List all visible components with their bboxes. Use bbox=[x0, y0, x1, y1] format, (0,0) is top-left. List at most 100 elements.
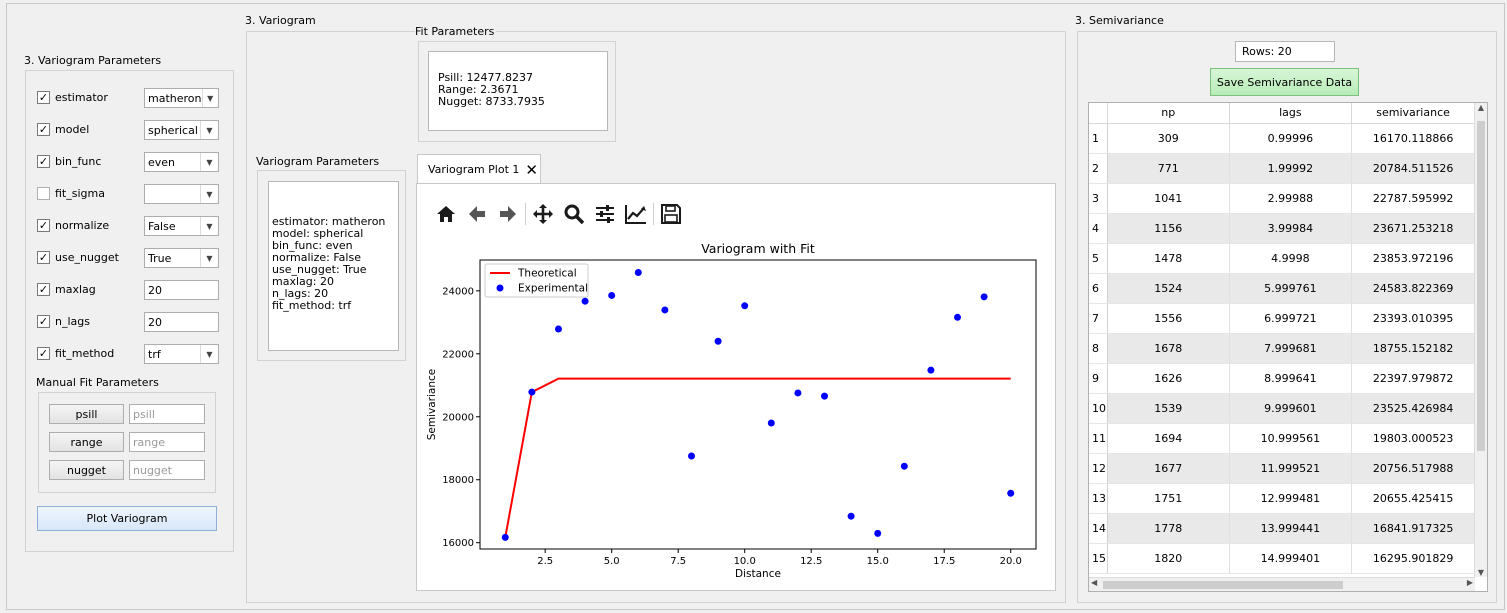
row-header[interactable]: 12 bbox=[1089, 453, 1108, 484]
table-row[interactable]: 4 1156 3.99984 23671.253218 bbox=[1089, 213, 1475, 244]
scroll-right-icon[interactable]: ▶ bbox=[1466, 578, 1473, 587]
row-header[interactable]: 8 bbox=[1089, 333, 1108, 364]
experimental-point bbox=[581, 297, 589, 305]
tab-variogram-plot-1[interactable]: Variogram Plot 1 ✕ bbox=[417, 154, 541, 184]
column-header-semivariance[interactable]: semivariance bbox=[1351, 103, 1475, 124]
psill-button[interactable]: psill bbox=[49, 404, 124, 424]
x-tick-label: 12.5 bbox=[800, 556, 822, 567]
table-row[interactable]: 11 1694 10.999561 19803.000523 bbox=[1089, 423, 1475, 454]
model-select[interactable]: spherical ▼ bbox=[144, 120, 219, 140]
range-input[interactable]: range bbox=[129, 432, 205, 452]
row-header[interactable]: 7 bbox=[1089, 303, 1108, 334]
close-icon[interactable]: ✕ bbox=[525, 160, 538, 179]
estimator-select[interactable]: matheron ▼ bbox=[144, 88, 219, 108]
table-row[interactable]: 6 1524 5.999761 24583.822369 bbox=[1089, 273, 1475, 304]
scroll-up-icon[interactable]: ▲ bbox=[1477, 103, 1485, 112]
chevron-down-icon[interactable]: ▼ bbox=[200, 153, 218, 171]
zoom-icon[interactable] bbox=[561, 201, 587, 227]
table-cell: 1626 bbox=[1107, 363, 1230, 394]
row-header[interactable]: 9 bbox=[1089, 363, 1108, 394]
n_lags-input[interactable]: 20 bbox=[144, 312, 219, 332]
forward-icon[interactable] bbox=[495, 201, 521, 227]
checkbox-use_nugget[interactable]: ✓ bbox=[37, 251, 50, 264]
nugget-button[interactable]: nugget bbox=[49, 460, 124, 480]
table-row[interactable]: 8 1678 7.999681 18755.152182 bbox=[1089, 333, 1475, 364]
row-header[interactable]: 4 bbox=[1089, 213, 1108, 244]
row-header[interactable]: 10 bbox=[1089, 393, 1108, 424]
rows-count: Rows: 20 bbox=[1235, 41, 1335, 62]
experimental-point bbox=[767, 419, 775, 427]
row-header[interactable]: 15 bbox=[1089, 543, 1108, 574]
experimental-point bbox=[954, 313, 962, 321]
chevron-down-icon[interactable]: ▼ bbox=[200, 345, 218, 363]
chevron-down-icon[interactable]: ▼ bbox=[200, 249, 218, 267]
row-header[interactable]: 6 bbox=[1089, 273, 1108, 304]
row-header[interactable]: 5 bbox=[1089, 243, 1108, 274]
input-value: 20 bbox=[148, 315, 162, 329]
use_nugget-select[interactable]: True ▼ bbox=[144, 248, 219, 268]
table-row[interactable]: 1 309 0.99996 16170.118866 bbox=[1089, 123, 1475, 154]
checkbox-n_lags[interactable]: ✓ bbox=[37, 315, 50, 328]
row-header[interactable]: 13 bbox=[1089, 483, 1108, 514]
range-button[interactable]: range bbox=[49, 432, 124, 452]
manual-fit-title: Manual Fit Parameters bbox=[36, 376, 159, 389]
save-semivariance-button[interactable]: Save Semivariance Data bbox=[1210, 68, 1359, 96]
horizontal-scrollbar[interactable]: ◀ ▶ bbox=[1089, 577, 1475, 591]
scroll-left-icon[interactable]: ◀ bbox=[1091, 578, 1098, 587]
param-label: maxlag bbox=[55, 283, 96, 296]
table-row[interactable]: 12 1677 11.999521 20756.517988 bbox=[1089, 453, 1475, 484]
table-row[interactable]: 2 771 1.99992 20784.511526 bbox=[1089, 153, 1475, 184]
checkbox-fit_sigma[interactable] bbox=[37, 187, 50, 200]
checkbox-maxlag[interactable]: ✓ bbox=[37, 283, 50, 296]
checkbox-normalize[interactable]: ✓ bbox=[37, 219, 50, 232]
table-row[interactable]: 13 1751 12.999481 20655.425415 bbox=[1089, 483, 1475, 514]
table-row[interactable]: 5 1478 4.9998 23853.972196 bbox=[1089, 243, 1475, 274]
normalize-select[interactable]: False ▼ bbox=[144, 216, 219, 236]
table-row[interactable]: 9 1626 8.999641 22397.979872 bbox=[1089, 363, 1475, 394]
row-header[interactable]: 1 bbox=[1089, 123, 1108, 154]
scroll-down-icon[interactable]: ▼ bbox=[1477, 568, 1485, 577]
fit_method-select[interactable]: trf ▼ bbox=[144, 344, 219, 364]
param-label: n_lags bbox=[55, 315, 90, 328]
vertical-scroll-thumb[interactable] bbox=[1477, 121, 1485, 451]
checkbox-bin_func[interactable]: ✓ bbox=[37, 155, 50, 168]
semivariance-table-container: np lags semivariance 1 309 0.99996 16170.11… bbox=[1088, 102, 1488, 592]
column-header-lags[interactable]: lags bbox=[1229, 103, 1353, 124]
table-cell: 0.99996 bbox=[1229, 123, 1353, 154]
home-icon[interactable] bbox=[433, 201, 459, 227]
plot-toolbar bbox=[433, 200, 684, 228]
save-icon[interactable] bbox=[658, 201, 684, 227]
chevron-down-icon[interactable]: ▼ bbox=[200, 217, 218, 235]
legend-box bbox=[484, 263, 589, 298]
column-header-np[interactable]: np bbox=[1107, 103, 1230, 124]
row-header[interactable]: 14 bbox=[1089, 513, 1108, 544]
chevron-down-icon[interactable]: ▼ bbox=[200, 185, 218, 203]
configure-subplots-icon[interactable] bbox=[592, 201, 618, 227]
plot-variogram-button[interactable]: Plot Variogram bbox=[37, 506, 217, 531]
row-header[interactable]: 3 bbox=[1089, 183, 1108, 214]
chevron-down-icon[interactable]: ▼ bbox=[200, 121, 218, 139]
chevron-down-icon[interactable]: ▼ bbox=[201, 89, 219, 107]
select-value: True bbox=[148, 251, 172, 265]
checkbox-fit_method[interactable]: ✓ bbox=[37, 347, 50, 360]
table-row[interactable]: 7 1556 6.999721 23393.010395 bbox=[1089, 303, 1475, 334]
psill-input[interactable]: psill bbox=[129, 404, 205, 424]
row-header[interactable]: 2 bbox=[1089, 153, 1108, 184]
bin_func-select[interactable]: even ▼ bbox=[144, 152, 219, 172]
table-row[interactable]: 14 1778 13.999441 16841.917325 bbox=[1089, 513, 1475, 544]
table-row[interactable]: 3 1041 2.99988 22787.595992 bbox=[1089, 183, 1475, 214]
vertical-scrollbar[interactable]: ▲ ▼ bbox=[1474, 103, 1487, 577]
horizontal-scroll-thumb[interactable] bbox=[1103, 581, 1343, 589]
pan-icon[interactable] bbox=[530, 201, 556, 227]
checkbox-estimator[interactable]: ✓ bbox=[37, 91, 50, 104]
table-row[interactable]: 15 1820 14.999401 16295.901829 bbox=[1089, 543, 1475, 574]
back-icon[interactable] bbox=[464, 201, 490, 227]
maxlag-input[interactable]: 20 bbox=[144, 280, 219, 300]
experimental-point bbox=[687, 452, 695, 460]
fit_sigma-select[interactable]: ▼ bbox=[144, 184, 219, 204]
table-row[interactable]: 10 1539 9.999601 23525.426984 bbox=[1089, 393, 1475, 424]
row-header[interactable]: 11 bbox=[1089, 423, 1108, 454]
checkbox-model[interactable]: ✓ bbox=[37, 123, 50, 136]
nugget-input[interactable]: nugget bbox=[129, 460, 205, 480]
edit-axis-icon[interactable] bbox=[623, 201, 649, 227]
